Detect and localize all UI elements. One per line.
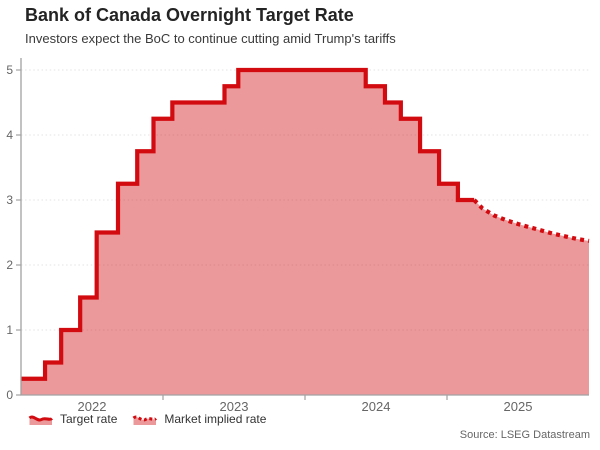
chart-title: Bank of Canada Overnight Target Rate	[25, 5, 354, 25]
source-label: Source: LSEG Datastream	[459, 429, 590, 441]
x-year-label: 2024	[362, 399, 391, 414]
chart-subtitle: Investors expect the BoC to continue cut…	[25, 31, 396, 46]
x-year-label: 2022	[78, 399, 107, 414]
target-rate-legend-icon	[28, 415, 54, 425]
legend-item-market-implied: Market implied rate	[131, 412, 266, 426]
x-year-label: 2023	[220, 399, 249, 414]
x-year-label: 2025	[504, 399, 533, 414]
y-tick-label: 0	[6, 388, 13, 402]
chart-legend: Target rate Market implied rate	[27, 412, 266, 426]
y-tick-label: 2	[6, 258, 13, 272]
legend-item-target-rate: Target rate	[27, 412, 117, 426]
legend-label-market-implied: Market implied rate	[164, 412, 267, 426]
rate-area-fill	[21, 70, 589, 395]
y-tick-label: 4	[6, 128, 13, 142]
market-implied-legend-icon	[132, 415, 158, 425]
target-rate-line	[21, 67, 475, 381]
legend-label-target-rate: Target rate	[60, 412, 118, 426]
y-tick-label: 5	[6, 63, 13, 77]
y-tick-label: 1	[6, 323, 13, 337]
y-tick-label: 3	[6, 193, 13, 207]
